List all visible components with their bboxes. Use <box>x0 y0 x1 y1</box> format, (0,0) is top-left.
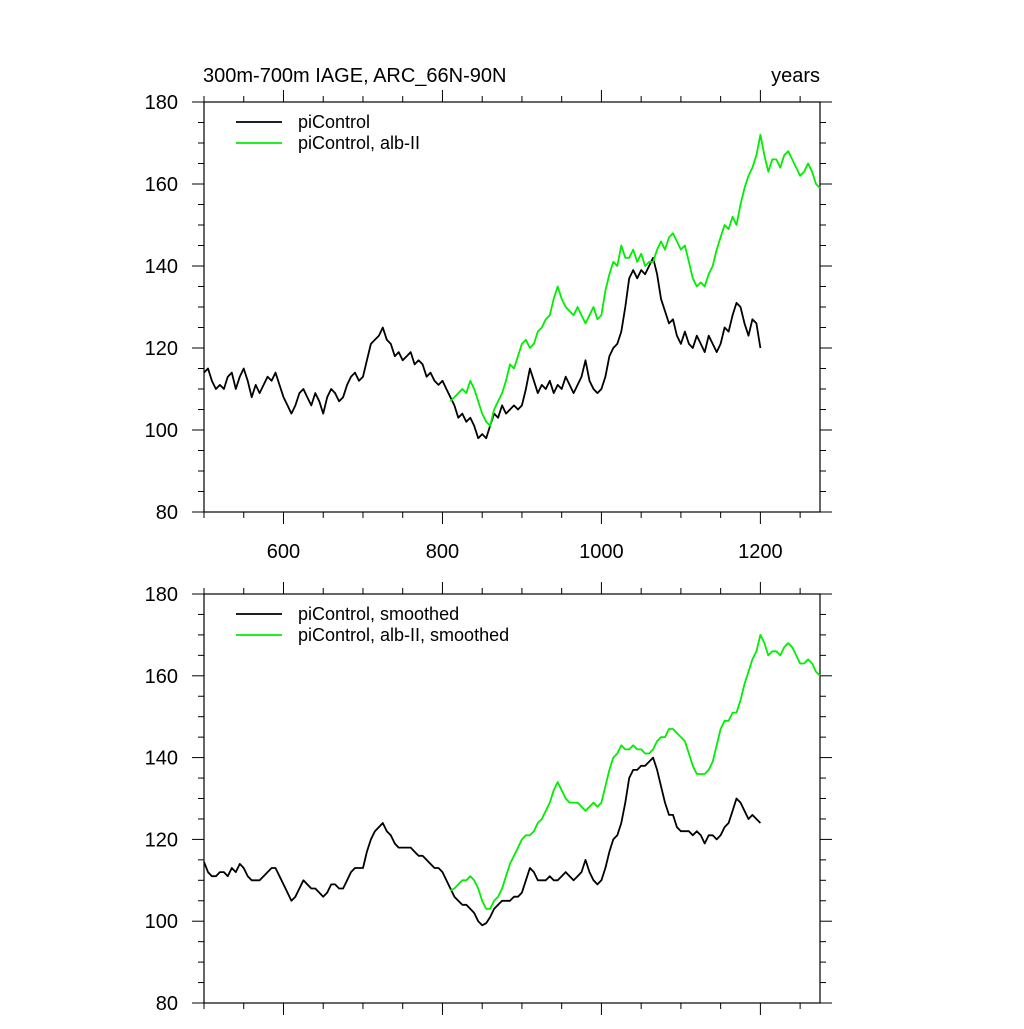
x-tick-label: 1200 <box>738 541 783 563</box>
top-panel: 80 100 120 140 160 180 600 800 1000 1200 piControl… <box>145 90 832 563</box>
y-tick-label: 100 <box>145 420 178 442</box>
y-tick-label: 140 <box>145 256 178 278</box>
units-label: years <box>771 65 820 87</box>
y-tick-label: 80 <box>156 993 178 1015</box>
bottom-panel: 80 100 120 140 160 180 piControl, smoothedpiCo… <box>145 582 832 1015</box>
y-tick-label: 160 <box>145 666 178 688</box>
legend-label: piControl, alb-II <box>298 133 420 153</box>
y-tick-label: 180 <box>145 584 178 606</box>
plot-frame <box>203 101 821 513</box>
x-tick-label: 1000 <box>579 541 624 563</box>
legend-label: piControl <box>298 112 370 132</box>
chart-title: 300m-700m IAGE, ARC_66N-90N <box>203 65 506 87</box>
y-tick-label: 120 <box>145 829 178 851</box>
y-tick-label: 80 <box>156 502 178 524</box>
plot-frame <box>203 593 821 1004</box>
y-tick-label: 160 <box>145 174 178 196</box>
series-line-black <box>203 256 762 440</box>
x-tick-label: 600 <box>267 541 300 563</box>
legend-label: piControl, alb-II, smoothed <box>298 625 509 645</box>
legend-label: piControl, smoothed <box>298 604 459 624</box>
y-tick-label: 140 <box>145 748 178 770</box>
y-tick-label: 180 <box>145 92 178 114</box>
y-tick-label: 100 <box>145 911 178 933</box>
y-tick-label: 120 <box>145 338 178 360</box>
series-line-green <box>449 133 821 427</box>
x-tick-label: 800 <box>426 541 459 563</box>
series-line-black <box>203 756 762 927</box>
series-line-green <box>449 634 821 910</box>
